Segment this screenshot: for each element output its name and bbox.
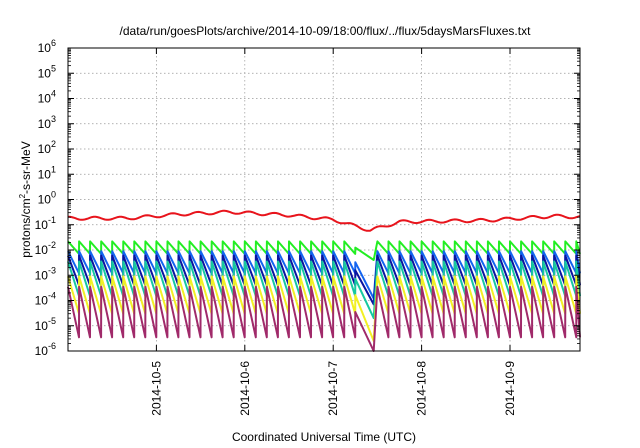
y-tick-label: 106 xyxy=(38,38,56,55)
series-line-1 xyxy=(68,209,581,232)
y-tick-label-base: 10 xyxy=(35,243,49,257)
y-tick-label-base: 10 xyxy=(35,344,49,358)
x-tick-label: 2014-10-9 xyxy=(503,361,517,416)
y-tick-label-exp: -4 xyxy=(48,291,56,301)
y-axis-label-sup: 2 xyxy=(18,193,27,198)
y-tick-label-exp: 6 xyxy=(51,38,56,48)
y-tick-label-base: 10 xyxy=(38,92,52,106)
y-tick-label: 104 xyxy=(38,89,56,106)
y-tick-label: 10-2 xyxy=(35,240,56,257)
y-tick-label: 10-1 xyxy=(35,215,56,232)
y-axis-label-base: protons/cm xyxy=(19,198,33,257)
y-tick-label-exp: 0 xyxy=(51,190,56,200)
y-tick-label-exp: -5 xyxy=(48,316,56,326)
y-tick-label-base: 10 xyxy=(38,167,52,181)
y-tick-label: 103 xyxy=(38,114,56,131)
series-layer xyxy=(67,209,581,352)
y-tick-label: 10-6 xyxy=(35,341,56,358)
y-tick-label-exp: 3 xyxy=(51,114,56,124)
y-tick-label: 10-5 xyxy=(35,316,56,333)
y-tick-label-base: 10 xyxy=(38,117,52,131)
x-axis-label: Coordinated Universal Time (UTC) xyxy=(232,430,416,444)
y-axis-label: protons/cm2-s-sr-MeV xyxy=(18,141,33,257)
x-tick-label: 2014-10-6 xyxy=(238,361,252,416)
y-tick-label-exp: -2 xyxy=(48,240,56,250)
series-line-7 xyxy=(67,285,581,352)
y-tick-label: 101 xyxy=(38,164,56,181)
y-tick-label-base: 10 xyxy=(35,268,49,282)
y-tick-labels: 10-610-510-410-310-210-11001011021031041… xyxy=(35,38,56,358)
x-tick-label: 2014-10-8 xyxy=(415,361,429,416)
x-tick-label: 2014-10-5 xyxy=(149,361,163,416)
x-tick-labels: 2014-10-5 2014-10-6 2014-10-7 2014-10-8 2014… xyxy=(149,361,517,416)
tick-marks xyxy=(68,47,580,352)
y-tick-label-base: 10 xyxy=(35,319,49,333)
y-tick-label-exp: -1 xyxy=(48,215,56,225)
y-tick-label-exp: -6 xyxy=(48,341,56,351)
x-tick-label: 2014-10-7 xyxy=(326,361,340,416)
y-tick-label-base: 10 xyxy=(38,193,52,207)
y-tick-label: 100 xyxy=(38,190,56,207)
y-tick-label: 102 xyxy=(38,139,56,156)
y-tick-label-base: 10 xyxy=(38,142,52,156)
y-axis-label-rest: -s-sr-MeV xyxy=(19,141,33,194)
y-tick-label-exp: 1 xyxy=(51,164,56,174)
y-tick-label-base: 10 xyxy=(35,218,49,232)
y-tick-label-exp: 4 xyxy=(51,89,56,99)
y-tick-label-base: 10 xyxy=(35,294,49,308)
y-tick-label-exp: 5 xyxy=(51,63,56,73)
y-tick-label-base: 10 xyxy=(38,66,52,80)
y-tick-label: 10-3 xyxy=(35,265,56,282)
y-tick-label: 10-4 xyxy=(35,291,56,308)
y-tick-label-exp: 2 xyxy=(51,139,56,149)
y-tick-label: 105 xyxy=(38,63,56,80)
y-tick-label-base: 10 xyxy=(38,41,52,55)
y-tick-label-exp: -3 xyxy=(48,265,56,275)
chart-title: /data/run/goesPlots/archive/2014-10-09/1… xyxy=(120,24,532,38)
